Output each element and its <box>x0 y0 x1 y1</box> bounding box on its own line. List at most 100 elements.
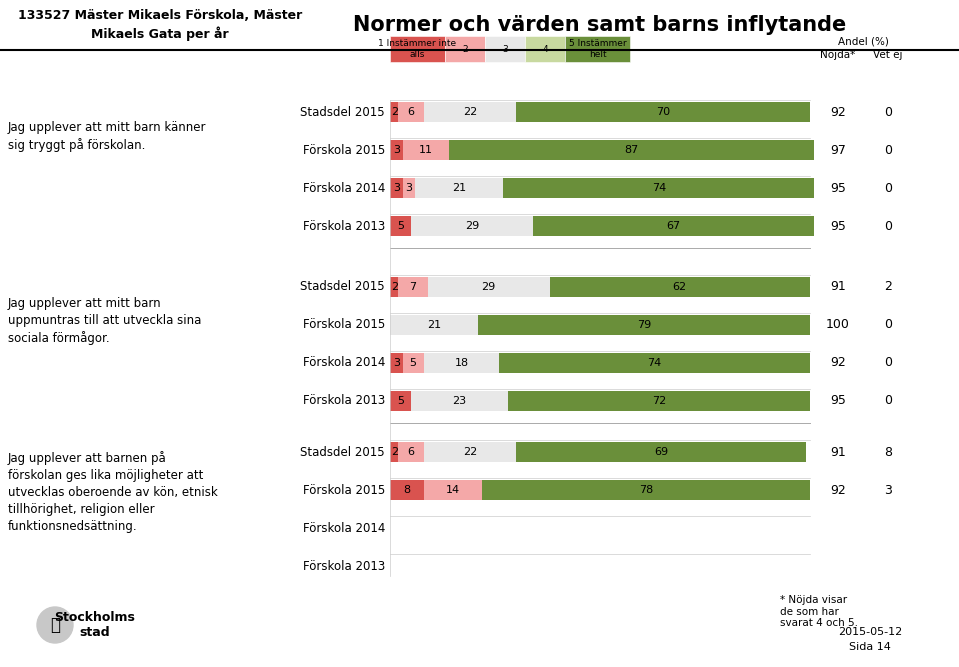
Text: Stockholms
stad: Stockholms stad <box>55 611 135 639</box>
FancyBboxPatch shape <box>516 442 806 462</box>
Text: 74: 74 <box>652 183 666 193</box>
FancyBboxPatch shape <box>411 391 507 411</box>
Text: 6: 6 <box>408 107 414 117</box>
Text: 4: 4 <box>542 45 548 53</box>
Text: 5: 5 <box>397 396 404 406</box>
Text: 2015-05-12: 2015-05-12 <box>838 627 902 637</box>
Text: Förskola 2014: Förskola 2014 <box>303 356 385 370</box>
Text: 3: 3 <box>393 358 400 368</box>
Text: Normer och värden samt barns inflytande: Normer och värden samt barns inflytande <box>353 15 847 35</box>
Text: Förskola 2013: Förskola 2013 <box>303 394 385 408</box>
Text: Vet ej: Vet ej <box>874 50 902 60</box>
FancyBboxPatch shape <box>390 178 403 198</box>
Text: 23: 23 <box>453 396 466 406</box>
Text: 95: 95 <box>830 181 846 195</box>
Text: Stadsdel 2015: Stadsdel 2015 <box>300 281 385 293</box>
Text: Förskola 2015: Förskola 2015 <box>303 319 385 331</box>
Text: 78: 78 <box>639 485 653 495</box>
Text: 3: 3 <box>503 45 508 53</box>
Text: 92: 92 <box>830 105 846 119</box>
FancyBboxPatch shape <box>525 36 565 62</box>
Text: 0: 0 <box>884 105 892 119</box>
Text: Förskola 2013: Förskola 2013 <box>303 560 385 572</box>
Text: 95: 95 <box>830 394 846 408</box>
Text: 74: 74 <box>647 358 662 368</box>
FancyBboxPatch shape <box>507 391 810 411</box>
FancyBboxPatch shape <box>390 216 411 236</box>
Text: 5 Instämmer
helt: 5 Instämmer helt <box>569 39 626 59</box>
FancyBboxPatch shape <box>390 391 411 411</box>
Text: 67: 67 <box>667 221 681 231</box>
Text: 69: 69 <box>654 447 668 457</box>
FancyBboxPatch shape <box>445 36 485 62</box>
FancyBboxPatch shape <box>533 216 814 236</box>
FancyBboxPatch shape <box>424 480 482 500</box>
Text: 🏛: 🏛 <box>50 616 60 634</box>
Text: Förskola 2014: Förskola 2014 <box>303 181 385 195</box>
FancyBboxPatch shape <box>390 36 445 62</box>
Text: 21: 21 <box>427 320 441 330</box>
FancyBboxPatch shape <box>390 140 403 160</box>
FancyBboxPatch shape <box>428 277 550 297</box>
FancyBboxPatch shape <box>503 178 814 198</box>
Text: 2: 2 <box>390 282 398 292</box>
Text: Nöjda*: Nöjda* <box>820 50 855 60</box>
Text: 72: 72 <box>652 396 666 406</box>
Text: 21: 21 <box>453 183 466 193</box>
Text: 7: 7 <box>409 282 416 292</box>
Text: 91: 91 <box>830 281 846 293</box>
Circle shape <box>37 607 73 643</box>
Text: Förskola 2014: Förskola 2014 <box>303 522 385 534</box>
Text: 11: 11 <box>419 145 433 155</box>
FancyBboxPatch shape <box>415 178 503 198</box>
Text: 91: 91 <box>830 446 846 458</box>
FancyBboxPatch shape <box>449 140 814 160</box>
FancyBboxPatch shape <box>403 353 424 373</box>
Text: 18: 18 <box>455 358 468 368</box>
Text: 8: 8 <box>884 446 892 458</box>
Text: 3: 3 <box>406 183 412 193</box>
Text: 100: 100 <box>826 319 850 331</box>
Text: Förskola 2013: Förskola 2013 <box>303 219 385 233</box>
FancyBboxPatch shape <box>482 480 810 500</box>
Text: 92: 92 <box>830 484 846 496</box>
FancyBboxPatch shape <box>398 277 428 297</box>
Text: 3: 3 <box>393 145 400 155</box>
Text: 0: 0 <box>884 319 892 331</box>
Text: 0: 0 <box>884 143 892 157</box>
FancyBboxPatch shape <box>424 102 516 122</box>
Text: 14: 14 <box>446 485 460 495</box>
Text: 0: 0 <box>884 219 892 233</box>
Text: 5: 5 <box>397 221 404 231</box>
Text: 2: 2 <box>462 45 468 53</box>
Text: 95: 95 <box>830 219 846 233</box>
Text: 2: 2 <box>390 447 398 457</box>
Text: 79: 79 <box>637 320 651 330</box>
Text: * Nöjda visar
de som har
svarat 4 och 5.: * Nöjda visar de som har svarat 4 och 5. <box>780 595 858 628</box>
Text: 62: 62 <box>672 282 687 292</box>
FancyBboxPatch shape <box>390 353 403 373</box>
Text: 133527 Mäster Mikaels Förskola, Mäster
Mikaels Gata per år: 133527 Mäster Mikaels Förskola, Mäster M… <box>18 9 302 41</box>
Text: 6: 6 <box>408 447 414 457</box>
FancyBboxPatch shape <box>500 353 810 373</box>
Text: 2: 2 <box>390 107 398 117</box>
FancyBboxPatch shape <box>398 442 424 462</box>
Text: Förskola 2015: Förskola 2015 <box>303 484 385 496</box>
FancyBboxPatch shape <box>516 102 810 122</box>
Text: 3: 3 <box>393 183 400 193</box>
Text: 0: 0 <box>884 356 892 370</box>
FancyBboxPatch shape <box>424 442 516 462</box>
FancyBboxPatch shape <box>390 315 479 335</box>
Text: 8: 8 <box>403 485 410 495</box>
Text: 97: 97 <box>830 143 846 157</box>
FancyBboxPatch shape <box>550 277 810 297</box>
FancyBboxPatch shape <box>398 102 424 122</box>
FancyBboxPatch shape <box>424 353 500 373</box>
Text: 92: 92 <box>830 356 846 370</box>
Text: Jag upplever att mitt barn
uppmuntras till att utveckla sina
sociala förmågor.: Jag upplever att mitt barn uppmuntras ti… <box>8 297 201 346</box>
Text: Stadsdel 2015: Stadsdel 2015 <box>300 446 385 458</box>
FancyBboxPatch shape <box>485 36 525 62</box>
FancyBboxPatch shape <box>411 216 533 236</box>
FancyBboxPatch shape <box>390 480 424 500</box>
FancyBboxPatch shape <box>403 140 449 160</box>
